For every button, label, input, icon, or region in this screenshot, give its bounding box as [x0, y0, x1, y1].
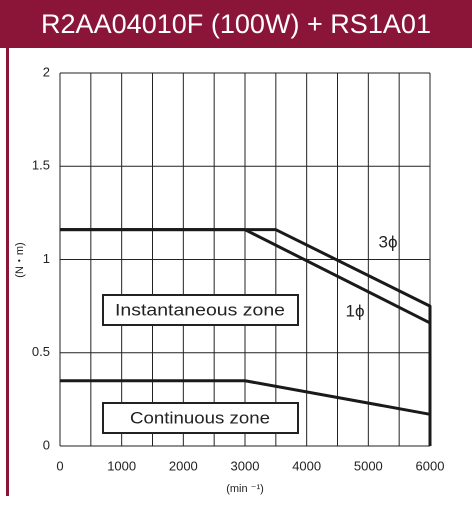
y-axis-label: (N・m) [14, 242, 26, 277]
annotation: Continuous zone [130, 408, 270, 427]
header-band [0, 0, 472, 48]
series-label: 1ϕ [346, 301, 365, 320]
x-axis-label: (min ⁻¹) [226, 483, 264, 495]
x-tick-label: 2000 [169, 458, 198, 473]
series-line [60, 379, 432, 446]
left-border [6, 48, 9, 496]
x-tick-label: 0 [56, 458, 63, 473]
annotation: Instantaneous zone [115, 300, 285, 319]
annotation-box [102, 402, 299, 434]
y-tick-label: 1.5 [32, 158, 50, 173]
x-tick-label: 5000 [354, 458, 383, 473]
y-tick-label: 0 [43, 437, 50, 452]
x-tick-label: 1000 [107, 458, 136, 473]
series-line [60, 228, 431, 325]
y-tick-label: 0.5 [32, 344, 50, 359]
x-tick-label: 4000 [292, 458, 321, 473]
chart-title: R2AA04010F (100W) + RS1A01 [41, 9, 431, 39]
series-label: 3ϕ [379, 232, 398, 251]
annotation-box [102, 294, 299, 326]
x-tick-label: 3000 [231, 458, 260, 473]
y-tick-label: 1 [43, 251, 50, 266]
x-tick-label: 6000 [416, 458, 445, 473]
y-tick-label: 2 [43, 64, 50, 79]
